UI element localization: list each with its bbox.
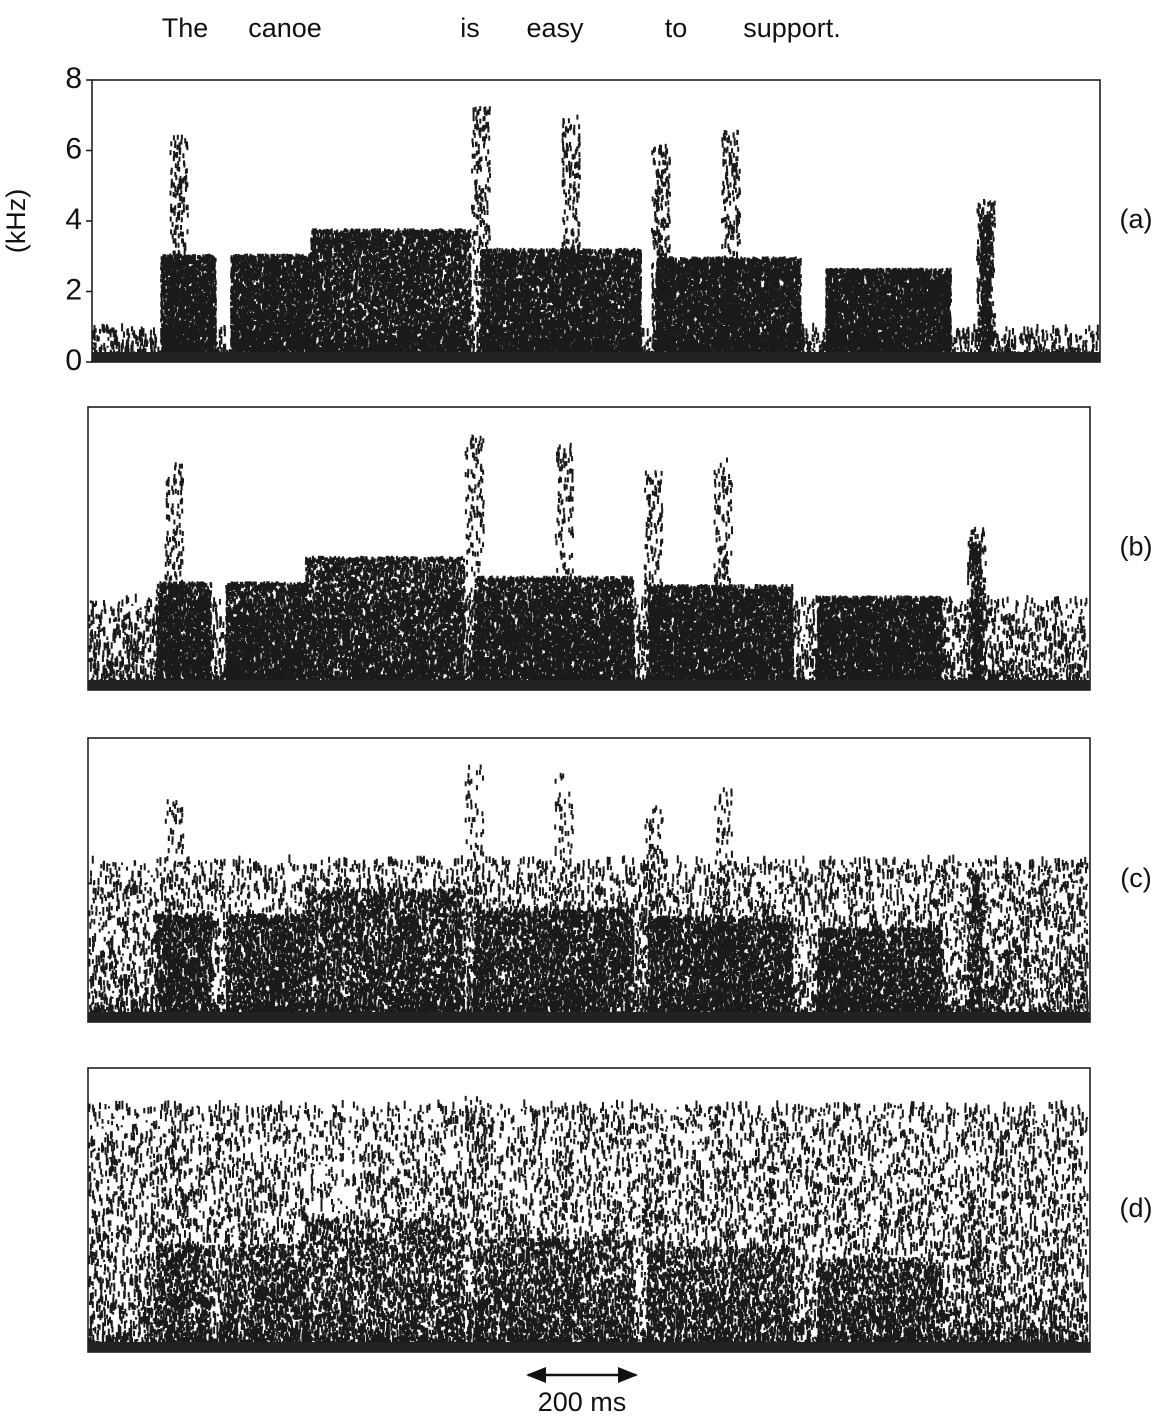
y-axis-label: (kHz) [1,189,31,253]
word: The [162,13,209,43]
y-tick-label: 8 [65,62,82,95]
panel-label: (c) [1120,863,1151,893]
spectrogram [88,434,1089,687]
word: canoe [248,13,322,43]
spectrogram [88,764,1089,1019]
y-tick-label: 6 [65,132,82,165]
scale-bar-label: 200 ms [538,1387,627,1417]
word: easy [526,13,584,43]
panel-label: (b) [1120,532,1153,562]
spectrogram-floor [88,680,1090,690]
y-tick-label: 0 [65,344,82,377]
spectrogram [88,1095,1089,1349]
spectrogram [92,106,1099,359]
word: support. [743,13,841,43]
panel-label: (d) [1120,1193,1153,1223]
panel-label: (a) [1120,204,1153,234]
y-tick-label: 4 [65,203,82,236]
y-tick-label: 2 [65,273,82,306]
spectrogram-floor [88,1012,1090,1022]
spectrogram-floor [92,352,1100,362]
spectrogram-floor [88,1342,1090,1352]
word: to [665,13,688,43]
word: is [460,13,480,43]
